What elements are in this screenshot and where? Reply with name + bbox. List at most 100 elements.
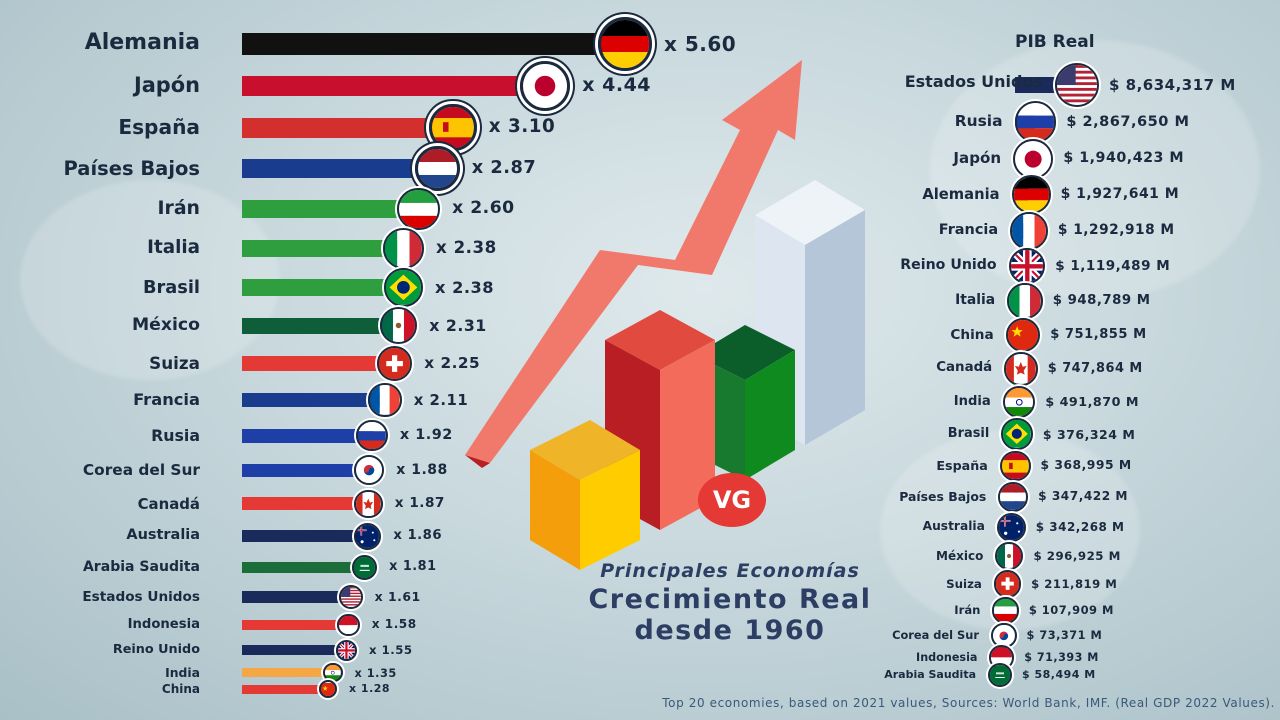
growth-country-label: Arabia Saudita — [82, 558, 200, 575]
germany-flag-icon — [598, 17, 652, 71]
growth-country-label: Italia — [147, 237, 200, 259]
saudi-arabia-flag-icon — [988, 663, 1012, 687]
growth-bar — [242, 428, 374, 443]
australia-flag-icon — [354, 522, 382, 550]
spain-flag-icon — [429, 104, 477, 152]
gdp-value-label: $ 368,995 M — [1040, 458, 1132, 473]
brazil-flag-icon — [384, 268, 424, 308]
growth-country-label: Estados Unidos — [82, 588, 200, 605]
growth-value-label: x 1.88 — [396, 461, 448, 478]
gdp-value-label: $ 2,867,650 M — [1066, 113, 1190, 131]
australia-flag-icon — [996, 512, 1026, 542]
russia-flag-icon — [356, 419, 388, 452]
usa-flag-icon — [1055, 63, 1099, 107]
gdp-country-label: Arabia Saudita — [884, 668, 976, 682]
growth-country-label: China — [161, 681, 200, 696]
gdp-country-label: Irán — [954, 603, 981, 618]
gdp-country-label: China — [950, 326, 994, 343]
growth-bar — [242, 279, 406, 296]
growth-value-label: x 2.11 — [413, 390, 469, 409]
gdp-country-label: Reino Unido — [900, 257, 997, 274]
france-flag-icon — [368, 383, 402, 417]
gdp-value-label: $ 491,870 M — [1045, 393, 1139, 409]
gdp-country-label: Canadá — [936, 360, 993, 376]
title-line-2: Crecimiento Real — [588, 584, 872, 615]
growth-bar — [242, 392, 388, 408]
growth-value-label: x 2.31 — [429, 316, 487, 336]
gdp-country-label: Países Bajos — [899, 489, 987, 505]
iran-flag-icon — [992, 597, 1019, 624]
gdp-value-label: $ 1,940,423 M — [1063, 149, 1185, 166]
gdp-value-label: $ 347,422 M — [1038, 489, 1129, 504]
gdp-country-label: Brasil — [947, 426, 990, 442]
title-line-1: Principales Economías — [600, 560, 860, 582]
growth-bar — [242, 117, 456, 138]
vg-logo: VG — [696, 472, 768, 528]
growth-bar — [242, 684, 330, 694]
growth-country-label: Brasil — [142, 276, 200, 298]
growth-bar — [242, 497, 371, 511]
growth-bar — [242, 561, 367, 574]
china-flag-icon — [1005, 317, 1041, 353]
growth-country-label: Japón — [133, 73, 200, 98]
gdp-value-label: $ 296,925 M — [1033, 548, 1121, 563]
growth-bar — [242, 645, 349, 656]
growth-value-label: x 1.92 — [399, 426, 453, 443]
map-shape — [20, 180, 280, 380]
growth-country-label: Países Bajos — [63, 156, 200, 180]
netherlands-flag-icon — [414, 146, 460, 192]
japan-flag-icon — [1013, 138, 1054, 179]
gdp-country-label: Alemania — [922, 185, 1000, 203]
uk-flag-icon — [336, 639, 357, 661]
gdp-value-label: $ 107,909 M — [1028, 603, 1114, 618]
india-flag-icon — [1002, 385, 1036, 419]
netherlands-flag-icon — [998, 482, 1029, 512]
growth-country-label: Indonesia — [127, 616, 200, 632]
gdp-country-label: Corea del Sur — [892, 628, 979, 643]
growth-country-label: Canadá — [137, 494, 200, 513]
logo-text: VG — [713, 486, 751, 514]
growth-value-label: x 1.87 — [394, 495, 445, 512]
source-footnote: Top 20 economies, based on 2021 values, … — [662, 696, 1275, 710]
usa-flag-icon — [338, 585, 363, 609]
growth-value-label: x 4.44 — [582, 74, 652, 97]
title-line-3: desde 1960 — [634, 615, 826, 646]
mexico-flag-icon — [995, 542, 1024, 571]
gdp-value-label: $ 73,371 M — [1026, 628, 1103, 643]
growth-value-label: x 2.38 — [435, 277, 495, 297]
switzerland-flag-icon — [377, 345, 413, 381]
growth-value-label: x 1.58 — [371, 617, 417, 632]
gdp-country-label: Rusia — [954, 112, 1003, 131]
russia-flag-icon — [1014, 101, 1057, 143]
growth-bar — [242, 317, 401, 334]
growth-bar — [242, 33, 627, 55]
gdp-chart-title: PIB Real — [1015, 32, 1095, 52]
growth-country-label: India — [165, 665, 200, 681]
growth-bar — [242, 463, 372, 477]
brazil-flag-icon — [1001, 418, 1033, 451]
indonesia-flag-icon — [337, 613, 360, 636]
gdp-value-label: $ 1,119,489 M — [1055, 257, 1171, 274]
growth-bar — [242, 619, 351, 631]
growth-bar — [242, 591, 353, 603]
gdp-value-label: $ 8,634,317 M — [1109, 75, 1236, 94]
italy-flag-icon — [1007, 283, 1043, 319]
gdp-country-label: India — [953, 393, 991, 409]
gdp-country-label: Estados Unidos — [904, 72, 1043, 92]
gdp-country-label: Indonesia — [916, 650, 978, 664]
gdp-country-label: Australia — [922, 519, 985, 534]
growth-bar — [242, 200, 421, 218]
growth-bar — [242, 530, 370, 543]
saudi-arabia-flag-icon — [351, 554, 378, 581]
growth-value-label: x 3.10 — [488, 116, 556, 138]
mexico-flag-icon — [380, 307, 418, 345]
gdp-country-label: Francia — [938, 221, 999, 238]
gdp-country-label: Suiza — [946, 576, 982, 591]
growth-value-label: x 1.28 — [349, 682, 391, 696]
china-flag-icon — [319, 680, 337, 698]
growth-value-label: x 1.86 — [393, 528, 443, 544]
growth-value-label: x 2.25 — [424, 353, 481, 372]
growth-bar — [242, 159, 440, 179]
